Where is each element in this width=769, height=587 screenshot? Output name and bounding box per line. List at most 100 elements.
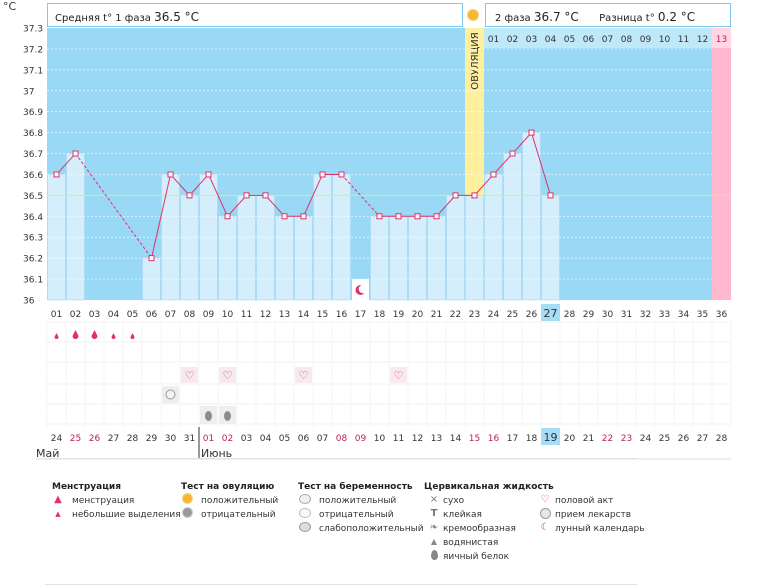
heart-icon: ♡ <box>299 369 309 382</box>
temperature-point <box>186 192 193 199</box>
temperature-point <box>471 192 478 199</box>
temperature-line-segment <box>474 174 494 196</box>
y-tick-label: 36.3 <box>23 234 43 244</box>
legend-menstruation-title: Менструация <box>52 482 121 492</box>
legend-spotting-item: небольшие выделения <box>72 510 181 520</box>
egg-white-drop-icon <box>428 550 440 562</box>
phase2-day-label: 12 <box>697 35 708 45</box>
date-label: 18 <box>526 434 538 444</box>
legend-menstruation-item: менструация <box>72 496 135 506</box>
phase2-value: 36.7 °C <box>533 10 579 24</box>
phase1-value: 36.5 °C <box>154 10 200 24</box>
temperature-bar <box>66 153 85 301</box>
legend-cervical-watery: водянистая <box>443 538 499 548</box>
next-cycle-column <box>712 28 731 300</box>
heart-cell <box>181 367 198 383</box>
phase2-summary: 2 фаза 36.7 °C Разница t° 0.2 °C <box>485 3 731 27</box>
current-day-highlight <box>541 304 560 321</box>
date-label: 05 <box>279 434 290 444</box>
cycle-day-label: 24 <box>488 310 500 320</box>
date-label: 30 <box>165 434 177 444</box>
egg-white-icon <box>205 411 212 421</box>
y-tick-label: 37 <box>23 87 34 97</box>
month-label: Июнь <box>201 447 232 460</box>
y-tick-label: 36.4 <box>23 213 43 223</box>
legend-pregnancy-test-title: Тест на беременность <box>298 482 413 492</box>
temperature-point <box>452 192 459 199</box>
cycle-day-label: 01 <box>51 310 62 320</box>
phase2-day-label: 04 <box>545 35 557 45</box>
phase2-label: 2 фаза <box>495 13 531 24</box>
heart-icon: ♡ <box>394 369 404 382</box>
legend-pregnancy-positive: положительный <box>319 496 397 506</box>
cycle-day-label: 13 <box>279 310 290 320</box>
date-label: 24 <box>51 434 63 444</box>
date-label: 11 <box>393 434 404 444</box>
date-label: 21 <box>583 434 594 444</box>
y-tick-label: 36.7 <box>23 150 43 160</box>
date-label: 26 <box>89 434 101 444</box>
cycle-day-label: 27 <box>544 307 558 320</box>
cycle-day-label: 29 <box>583 310 595 320</box>
bbt-chart: ОВУЛЯЦИЯ 37.3 37.2 37.1 37 36.9 36.8 36.7 36.6 3… <box>23 25 732 460</box>
y-tick-label: 36.2 <box>23 255 43 265</box>
y-tick-label: 37.3 <box>23 25 43 35</box>
date-label: 03 <box>241 434 252 444</box>
cycle-day-label: 16 <box>336 310 348 320</box>
temperature-point <box>547 192 554 199</box>
date-label: 02 <box>222 434 233 444</box>
egg-white-icon <box>224 411 231 421</box>
date-label: 13 <box>431 434 442 444</box>
y-tick-label: 36.6 <box>23 171 43 181</box>
moon-icon: ☾ <box>540 522 550 533</box>
temperature-point <box>72 150 79 157</box>
phase2-day-label: 13 <box>716 35 727 45</box>
phase1-summary: Средняя t° 1 фаза 36.5 °C <box>47 3 463 27</box>
cycle-day-label: 20 <box>412 310 424 320</box>
cycle-day-label: 06 <box>146 310 158 320</box>
creamy-icon: ❧ <box>429 522 439 533</box>
date-label: 20 <box>564 434 576 444</box>
temperature-bar <box>503 153 522 301</box>
y-tick-label: 36 <box>23 297 35 307</box>
temperature-bar <box>237 195 256 301</box>
cycle-day-label: 15 <box>317 310 328 320</box>
phase2-day-label: 02 <box>507 35 518 45</box>
date-label: 12 <box>412 434 423 444</box>
next-cycle-label-cell <box>712 28 731 48</box>
cycle-day-label: 35 <box>697 310 708 320</box>
date-label: 01 <box>203 434 214 444</box>
phase1-label: Средняя t° 1 фаза <box>55 13 151 24</box>
temperature-point <box>148 255 155 262</box>
temperature-line-segment <box>227 195 247 217</box>
temperature-point <box>528 129 535 136</box>
heart-icon: ♡ <box>223 369 233 382</box>
temperature-line-segment <box>341 174 380 217</box>
cycle-day-label: 05 <box>127 310 138 320</box>
temperature-line-segment <box>531 132 551 196</box>
temperature-point <box>433 213 440 220</box>
month-label: Май <box>36 447 59 460</box>
legend-cervical-sticky: клейкая <box>443 510 482 520</box>
legend-lunar: лунный календарь <box>555 524 645 534</box>
temperature-point <box>395 213 402 220</box>
phase2-day-label: 03 <box>526 35 537 45</box>
cycle-day-label: 36 <box>716 310 728 320</box>
menstruation-drop-icon <box>72 330 79 339</box>
date-label: 22 <box>602 434 613 444</box>
pregnancy-positive-icon <box>299 494 311 506</box>
ovulation-negative-icon <box>181 508 193 520</box>
phase2-day-label: 10 <box>659 35 671 45</box>
pregnancy-weak-icon <box>299 522 311 534</box>
phase2-day-label: 09 <box>640 35 652 45</box>
temperature-bar <box>180 195 199 301</box>
date-label: 04 <box>260 434 272 444</box>
date-label: 14 <box>450 434 462 444</box>
legend-ovulation-positive: положительный <box>201 496 279 506</box>
heart-cell <box>295 367 312 383</box>
ovulation-test-negative-icon <box>165 389 176 400</box>
cycle-day-label: 32 <box>640 310 651 320</box>
spotting-drop-icon: ▲ <box>55 510 61 518</box>
legend-pregnancy-negative: отрицательный <box>319 510 394 520</box>
cycle-day-label: 21 <box>431 310 442 320</box>
